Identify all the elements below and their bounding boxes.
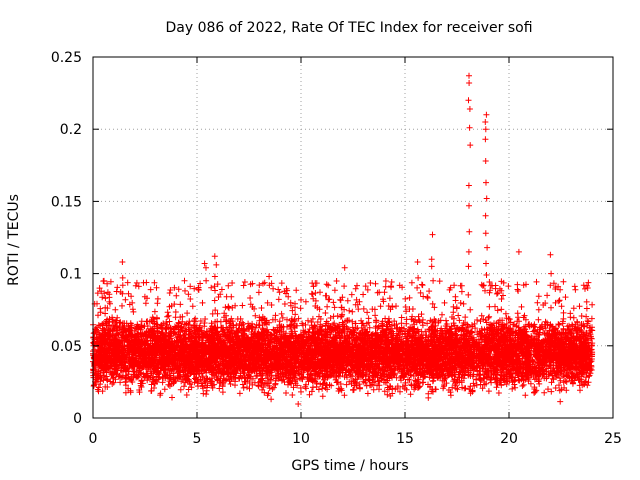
roti-peak-point (213, 261, 220, 268)
y-tick-label: 0 (73, 411, 82, 427)
x-tick-label: 15 (396, 431, 414, 447)
roti-peak-point (466, 124, 473, 131)
roti-peak-point (466, 228, 473, 235)
roti-peak-point (465, 97, 472, 104)
roti-peak-point (211, 253, 218, 260)
plot-frame (92, 56, 614, 419)
x-tick-label: 25 (604, 431, 622, 447)
axis-ticks (92, 56, 614, 419)
x-tick-label: 0 (89, 431, 98, 447)
x-tick-label: 10 (292, 431, 310, 447)
roti-peak-point (484, 244, 491, 251)
y-tick-label: 0.25 (51, 50, 82, 66)
y-tick-label: 0.1 (60, 267, 82, 283)
roti-peak-point (428, 256, 435, 263)
roti-peak-point (482, 158, 489, 164)
roti-peak-point (548, 270, 555, 277)
roti-peak-point (119, 290, 126, 297)
roti-peak-point (119, 274, 126, 281)
roti-peak-point (203, 264, 209, 271)
roti-peak-point (182, 287, 188, 294)
roti-peak-point (483, 195, 490, 202)
roti-peak-point (547, 251, 554, 258)
roti-peak-point (211, 273, 218, 280)
roti-peak-point (341, 264, 348, 271)
roti-point-cloud (90, 277, 596, 407)
roti-peak-point (414, 259, 421, 265)
y-axis-label: ROTI / TECUs (6, 194, 22, 286)
roti-peak-point (482, 119, 489, 125)
tick-labels: 0 0.05 0.1 0.15 0.2 0.25 0 5 10 15 20 25 (51, 50, 622, 447)
roti-peak-point (483, 260, 489, 267)
roti-peak-point (429, 231, 436, 238)
roti-peak-point (465, 248, 472, 255)
y-tick-label: 0.05 (51, 339, 82, 355)
roti-peak-point (119, 259, 126, 265)
roti-peak-point (483, 179, 489, 186)
roti-peak-point (483, 272, 490, 278)
x-tick-label: 20 (500, 431, 518, 447)
roti-peak-point (482, 230, 489, 237)
roti-peak-point (466, 106, 473, 112)
roti-peak-point (482, 126, 489, 133)
x-tick-label: 5 (193, 431, 202, 447)
roti-peak-point (203, 277, 210, 284)
roti-peak-point (483, 111, 490, 118)
roti-peak-point (415, 274, 422, 281)
roti-peak-point (465, 182, 472, 189)
data-points (90, 72, 596, 407)
chart-title: Day 086 of 2022, Rate Of TEC Index for r… (165, 20, 532, 36)
roti-peak-point (466, 80, 473, 86)
roti-peak-point (466, 72, 472, 79)
roti-peak-point (266, 282, 273, 289)
roti-peak-point (201, 260, 208, 267)
roti-peak-point (515, 248, 522, 255)
y-tick-label: 0.2 (60, 122, 82, 138)
roti-peak-point (482, 212, 489, 219)
y-tick-label: 0.15 (51, 194, 82, 210)
roti-peak-point (466, 202, 472, 209)
roti-peak-point (482, 136, 489, 143)
x-axis-label: GPS time / hours (291, 458, 408, 474)
roti-peak-point (467, 142, 474, 149)
roti-peak-point (547, 282, 554, 289)
roti-peak-point (430, 277, 437, 284)
roti-peak-point (428, 263, 435, 270)
roti-peak-point (119, 282, 126, 289)
roti-peak-point (181, 277, 188, 284)
roti-peak-point (465, 263, 472, 270)
roti-peak-point (266, 273, 273, 280)
